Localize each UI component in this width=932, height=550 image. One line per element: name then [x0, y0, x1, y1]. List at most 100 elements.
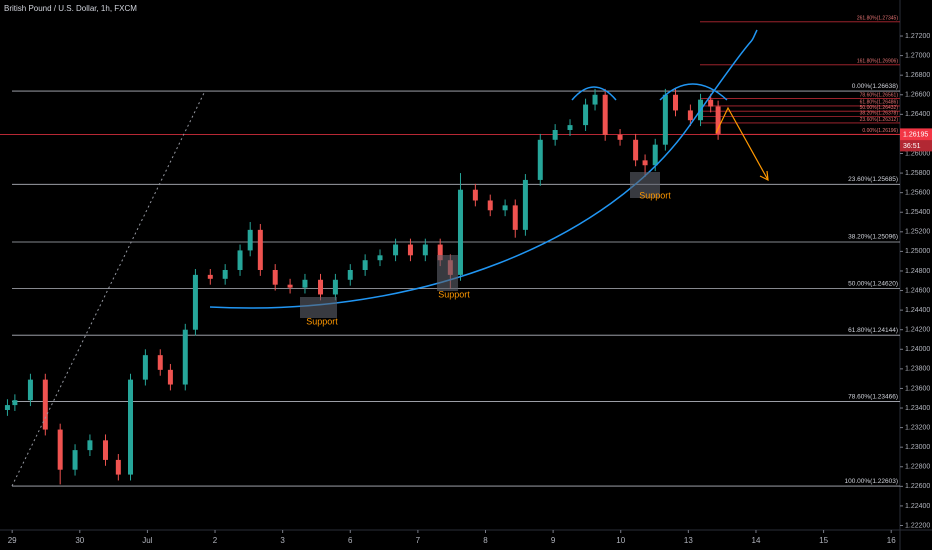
candle-body [12, 400, 18, 406]
x-tick-label: 6 [348, 536, 353, 545]
y-tick-label: 1.25200 [905, 229, 930, 236]
candle-body [567, 125, 573, 131]
y-tick-label: 1.23200 [905, 424, 930, 431]
countdown-box [900, 140, 932, 152]
candle-body [642, 160, 648, 166]
arc-drawing [659, 83, 728, 101]
candle-body [87, 440, 93, 451]
plot-layer [0, 21, 900, 487]
arrow-drawing [715, 106, 769, 181]
x-tick-label: 14 [752, 536, 761, 545]
y-tick-label: 1.27200 [905, 33, 930, 40]
y-tick-label: 1.23400 [905, 405, 930, 412]
y-tick-label: 1.24800 [905, 268, 930, 275]
x-tick-label: 29 [8, 536, 17, 545]
annotation: Support [438, 289, 470, 299]
countdown-label: 36:51 [903, 143, 921, 150]
candle-body [27, 379, 33, 401]
candle-body [617, 134, 623, 140]
y-tick-label: 1.25400 [905, 209, 930, 216]
x-tick-label: 13 [684, 536, 693, 545]
fib-ext-label: 50.00%(1.26432) [860, 105, 899, 111]
support-box [300, 297, 337, 318]
candle-body [502, 205, 508, 211]
candle-body [302, 279, 308, 288]
x-tick-label: Jul [142, 536, 152, 545]
candle-body [407, 244, 413, 256]
candle-body [128, 379, 134, 475]
candle-body [207, 274, 213, 279]
y-tick-label: 1.25000 [905, 248, 930, 255]
candle-body [42, 379, 48, 430]
y-tick-label: 1.25800 [905, 170, 930, 177]
fib-ext-label: 78.60%(1.26561) [860, 92, 899, 98]
last-price-label: 1.26195 [903, 131, 928, 138]
fib-level-label: 78.60%(1.23466) [848, 393, 898, 400]
y-tick-label: 1.24600 [905, 287, 930, 294]
candle-body [715, 106, 721, 134]
fib-level-label: 0.00%(1.26638) [852, 83, 898, 90]
fib-level-label: 23.60%(1.25685) [848, 176, 898, 183]
last-price-box [900, 128, 932, 141]
y-tick-label: 1.22400 [905, 503, 930, 510]
candle-body [157, 355, 163, 370]
candle-body [552, 130, 558, 140]
fib-level-label: 61.80%(1.24144) [848, 327, 898, 334]
candle-body [182, 329, 188, 385]
y-tick-label: 1.22800 [905, 464, 930, 471]
candle-body [347, 269, 353, 280]
x-tick-label: 2 [213, 536, 218, 545]
candle-body [222, 269, 228, 279]
y-tick-label: 1.24200 [905, 327, 930, 334]
candle-body [115, 459, 121, 475]
candle-body [687, 110, 693, 121]
candle-body [592, 94, 598, 105]
candle-body [247, 229, 253, 251]
y-tick-label: 1.23800 [905, 366, 930, 373]
y-tick-label: 1.23000 [905, 444, 930, 451]
chart-title: British Pound / U.S. Dollar, 1h, FXCM [4, 4, 137, 13]
candle-body [4, 405, 10, 410]
candle-body [662, 94, 668, 145]
y-tick-label: 1.26800 [905, 72, 930, 79]
candle-body [192, 274, 198, 330]
x-tick-label: 15 [819, 536, 828, 545]
x-tick-label: 30 [75, 536, 84, 545]
arc-drawing [571, 86, 617, 101]
candle-body [583, 104, 589, 126]
fib-ext-label: 38.20%(1.26378) [860, 110, 899, 116]
y-tick-label: 1.26000 [905, 150, 930, 157]
candle-body [332, 279, 338, 295]
x-tick-label: 7 [416, 536, 421, 545]
y-tick-label: 1.27000 [905, 52, 930, 59]
candle-body [708, 99, 714, 107]
candle-body [237, 250, 243, 270]
candle-body [512, 205, 518, 230]
arrow-head [759, 170, 769, 182]
fib-ext-label: 261.80%(1.27345) [857, 16, 898, 22]
fib-ext-label: 161.80%(1.26906) [857, 59, 898, 65]
support-box [630, 172, 660, 198]
fib-level-label: 100.00%(1.22603) [845, 478, 899, 485]
candle-body [167, 369, 173, 385]
candle-body [457, 189, 463, 275]
candle-body [102, 440, 108, 460]
y-tick-label: 1.24400 [905, 307, 930, 314]
y-tick-label: 1.22600 [905, 483, 930, 490]
fib-level-label: 50.00%(1.24620) [848, 280, 898, 287]
candle-body [437, 244, 443, 261]
y-tick-label: 1.22200 [905, 522, 930, 529]
candle-body [287, 284, 293, 288]
candle-body [522, 179, 528, 230]
x-tick-label: 3 [280, 536, 285, 545]
candle-body [318, 279, 324, 295]
y-tick-label: 1.26400 [905, 111, 930, 118]
candle-body [673, 94, 679, 111]
candle-body [72, 450, 78, 470]
candle-body [272, 269, 278, 285]
fib-ext-label: 61.80%(1.26486) [860, 100, 899, 106]
candle-body [472, 189, 478, 201]
candle-body [537, 139, 543, 180]
